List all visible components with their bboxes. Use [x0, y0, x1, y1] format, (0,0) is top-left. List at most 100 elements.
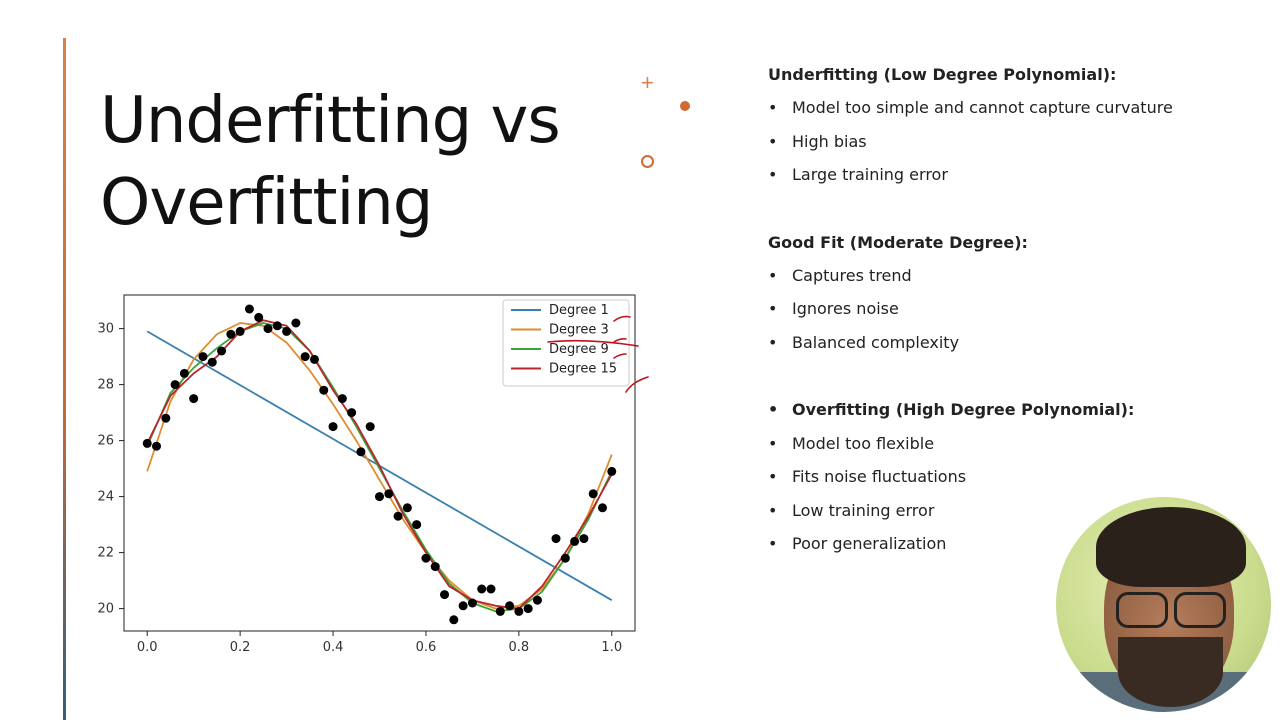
circle-icon: [641, 155, 654, 168]
data-point: [244, 304, 254, 314]
data-point: [421, 553, 431, 563]
section-underfitting: Underfitting (Low Degree Polynomial): • M…: [768, 62, 1248, 196]
data-point: [532, 595, 542, 605]
legend-box: [502, 299, 630, 387]
data-point: [198, 352, 208, 362]
slide-title-line-1: Underfitting vs: [100, 84, 561, 158]
data-point: [272, 321, 282, 331]
legend-label: Degree 3: [549, 323, 609, 338]
list-item-text: High bias: [792, 131, 867, 151]
list-item: • Poor generalization: [768, 531, 1248, 565]
bullet-icon: •: [768, 131, 778, 151]
data-point: [375, 492, 384, 502]
data-point: [300, 352, 310, 362]
data-point: [226, 329, 236, 339]
y-tick-label: 22: [97, 546, 114, 561]
x-tick-label: 1.0: [601, 640, 622, 655]
data-point: [597, 503, 607, 513]
data-point: [254, 312, 264, 322]
x-tick-label: 0.6: [416, 640, 437, 655]
data-point: [486, 584, 496, 594]
list-item-text: Captures trend: [792, 265, 912, 285]
section-heading: • Overfitting (High Degree Polynomial):: [768, 397, 1248, 431]
legend-label: Degree 1: [549, 303, 609, 318]
bullet-icon: •: [768, 534, 778, 553]
y-tick-label: 30: [97, 322, 114, 337]
list-item: • Balanced complexity: [768, 330, 1248, 364]
list-item-text: Fits noise fluctuations: [792, 467, 967, 486]
slide-title-line-2: Overfitting: [100, 166, 433, 240]
data-point: [142, 438, 152, 448]
data-point: [282, 326, 292, 336]
data-point: [523, 604, 533, 614]
list-item-text: Large training error: [792, 165, 948, 184]
bullet-icon: •: [768, 98, 778, 117]
data-point: [347, 408, 357, 418]
data-point: [560, 553, 570, 563]
data-point: [384, 489, 394, 499]
section-good-fit: Good Fit (Moderate Degree): • Captures tr…: [768, 230, 1248, 364]
bullet-icon: •: [768, 467, 778, 486]
x-tick-label: 0.0: [137, 640, 158, 655]
data-point: [440, 590, 450, 600]
bullet-icon: •: [768, 433, 778, 453]
annotation-stroke: [613, 353, 627, 359]
presenter-hair: [1096, 507, 1246, 587]
bullet-panel: Underfitting (Low Degree Polynomial): • M…: [768, 62, 1248, 565]
data-point: [152, 441, 162, 451]
data-point: [337, 394, 347, 404]
section-heading: Underfitting (Low Degree Polynomial):: [768, 65, 1117, 84]
y-tick-label: 24: [97, 490, 114, 505]
data-point: [458, 601, 468, 611]
data-point: [449, 615, 459, 625]
data-point: [161, 413, 171, 423]
bullet-icon: •: [768, 265, 778, 285]
plus-icon: +: [641, 70, 654, 95]
list-item-text: Low training error: [792, 500, 935, 520]
list-item-text: Balanced complexity: [792, 332, 960, 352]
slide-title: Underfitting vs Overfitting: [100, 80, 561, 244]
data-point: [189, 394, 199, 404]
presenter-webcam: [1056, 497, 1271, 712]
data-point: [309, 354, 319, 364]
legend-label: Degree 9: [549, 342, 609, 357]
x-tick-label: 0.8: [509, 640, 530, 655]
annotation-stroke: [613, 315, 631, 322]
data-point: [588, 489, 598, 499]
y-tick-label: 28: [97, 378, 114, 393]
list-item: • Large training error: [768, 162, 1248, 196]
data-point: [477, 584, 487, 594]
list-item: • Captures trend: [768, 263, 1248, 297]
list-item: • High bias: [768, 129, 1248, 163]
data-point: [607, 466, 617, 476]
data-point: [430, 562, 440, 572]
list-item: • Low training error: [768, 498, 1248, 532]
legend-label: Degree 15: [549, 362, 617, 377]
list-item: • Ignores noise: [768, 296, 1248, 330]
list-item-text: Poor generalization: [792, 534, 947, 553]
data-point: [579, 534, 589, 544]
bullet-icon: •: [768, 400, 779, 419]
data-point: [365, 422, 375, 432]
data-point: [263, 324, 273, 334]
data-point: [467, 598, 477, 608]
data-point: [207, 357, 217, 367]
data-point: [514, 606, 524, 616]
y-tick-label: 26: [97, 434, 114, 449]
data-point: [495, 606, 505, 616]
bullet-icon: •: [768, 299, 778, 318]
data-point: [217, 346, 227, 356]
list-item-text: Ignores noise: [792, 299, 899, 318]
data-point: [402, 503, 412, 513]
data-point: [505, 601, 515, 611]
list-item: • Model too flexible: [768, 431, 1248, 465]
data-point: [170, 380, 180, 390]
data-point: [328, 422, 338, 432]
data-point: [179, 368, 189, 378]
list-item: • Model too simple and cannot capture cur…: [768, 95, 1248, 129]
bullet-icon: •: [768, 500, 778, 520]
data-point: [319, 385, 329, 395]
section-heading-text: Overfitting (High Degree Polynomial):: [792, 400, 1135, 419]
annotation-stroke: [547, 339, 639, 347]
presenter-beard: [1118, 637, 1223, 707]
